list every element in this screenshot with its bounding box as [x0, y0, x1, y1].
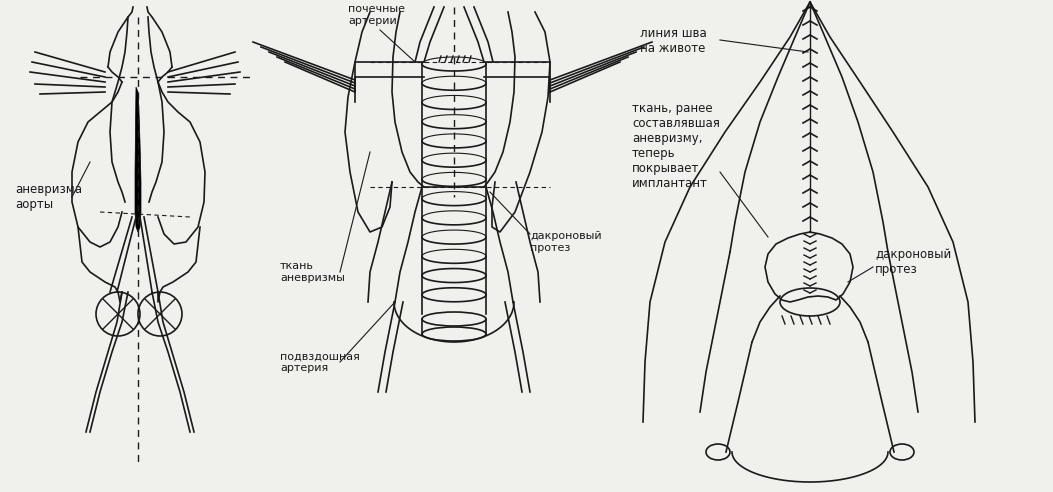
Polygon shape — [135, 87, 141, 232]
Text: подвздошная
артерия: подвздошная артерия — [280, 351, 360, 373]
Text: почечные
артерии: почечные артерии — [347, 4, 405, 26]
Text: дакроновый
протез: дакроновый протез — [530, 231, 601, 253]
Text: дакроновый
протез: дакроновый протез — [875, 248, 951, 276]
Text: аневризма
аорты: аневризма аорты — [15, 183, 82, 211]
Text: линия шва
на животе: линия шва на животе — [640, 27, 707, 55]
Text: ткань
аневризмы: ткань аневризмы — [280, 261, 345, 283]
Text: ткань, ранее
составлявшая
аневризму,
теперь
покрывает
имплантант: ткань, ранее составлявшая аневризму, теп… — [632, 102, 720, 190]
